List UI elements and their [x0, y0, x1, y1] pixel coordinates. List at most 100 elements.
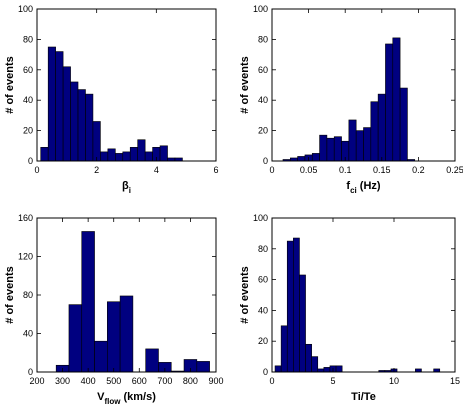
y-tick-label: 80	[258, 34, 268, 44]
bar	[274, 365, 282, 373]
bar	[311, 153, 320, 162]
bar	[286, 240, 294, 373]
bar	[144, 151, 153, 162]
x-tick-label: 800	[183, 376, 198, 386]
x-axis-label-subscript: ci	[350, 186, 357, 195]
bar	[377, 93, 386, 162]
bar	[55, 51, 64, 162]
x-tick-label: 0.25	[446, 165, 463, 175]
x-axis-label-main: Ti/Te	[351, 391, 376, 403]
x-tick-label: 200	[29, 376, 44, 386]
y-tick-label: 40	[23, 95, 33, 105]
x-tick-label: 6	[213, 165, 218, 175]
x-axis-label: βi	[122, 180, 131, 195]
y-tick-label: 80	[23, 34, 33, 44]
x-tick-label: 700	[157, 376, 172, 386]
bar	[297, 156, 306, 162]
y-tick-label: 40	[258, 305, 268, 315]
y-tick-label: 40	[258, 95, 268, 105]
y-axis-label: # of events	[239, 56, 251, 113]
x-tick-label: 300	[55, 376, 70, 386]
axes-frame	[36, 8, 217, 162]
x-tick-label: 10	[389, 376, 399, 386]
bar	[122, 151, 131, 162]
x-axis-label-unit: (Hz)	[357, 180, 381, 192]
y-tick-label: 20	[23, 126, 33, 136]
x-tick-label: 5	[330, 376, 335, 386]
bar	[68, 304, 83, 373]
x-axis-label-unit: (km/s)	[120, 391, 156, 403]
y-tick-label: 60	[258, 65, 268, 75]
y-tick-label: 120	[18, 252, 33, 262]
bar	[70, 81, 79, 162]
y-tick-label: 40	[23, 329, 33, 339]
bar	[62, 66, 71, 162]
x-axis-label: fci (Hz)	[346, 180, 381, 195]
bar	[159, 145, 168, 162]
bar	[370, 101, 379, 162]
x-axis-label: Vflow (km/s)	[97, 391, 156, 406]
bar	[399, 87, 408, 162]
y-tick-label: 0	[28, 156, 33, 166]
y-tick-label: 20	[258, 336, 268, 346]
y-tick-label: 0	[263, 156, 268, 166]
y-tick-label: 80	[258, 244, 268, 254]
bar	[47, 46, 56, 162]
axes-frame	[271, 217, 456, 373]
x-tick-label: 400	[81, 376, 96, 386]
x-tick-label: 600	[132, 376, 147, 386]
bar	[323, 367, 331, 373]
y-tick-label: 160	[18, 213, 33, 223]
x-axis-label-main: f	[346, 180, 350, 192]
bar	[119, 295, 134, 373]
bar	[335, 365, 343, 373]
bar	[280, 325, 288, 373]
y-tick-label: 100	[18, 4, 33, 14]
y-tick-label: 100	[253, 4, 268, 14]
x-tick-label: 0.1	[339, 165, 352, 175]
bar	[392, 37, 401, 162]
bar	[311, 356, 319, 373]
y-axis-label: # of events	[239, 266, 251, 323]
bar	[305, 343, 312, 373]
y-tick-label: 20	[258, 126, 268, 136]
bar	[196, 361, 210, 373]
x-axis-label-subscript: i	[129, 186, 131, 195]
chart-vflow: 200 300 400 500 600 700 800 900 0 40 80 120 160 # of …	[4, 213, 224, 406]
bar	[129, 147, 138, 162]
x-tick-label: 4	[154, 165, 159, 175]
bar	[107, 148, 116, 162]
chart-tite: 0 5 10 15 0 20 40 60 80 100 # of events Ti/Te	[239, 213, 460, 403]
bar	[326, 137, 335, 162]
x-tick-label: 0	[269, 165, 274, 175]
chart-fci: 0 0.05 0.1 0.15 0.2 0.25 0 20 40 60 80 100 # of even…	[239, 4, 463, 195]
bar	[92, 121, 101, 162]
bar	[319, 134, 328, 162]
x-tick-label: 900	[208, 376, 223, 386]
x-tick-label: 2	[94, 165, 99, 175]
bar	[94, 340, 108, 373]
bar	[145, 348, 159, 373]
x-tick-label: 0.15	[373, 165, 391, 175]
x-tick-label: 0	[269, 376, 274, 386]
bar	[299, 274, 306, 373]
x-axis-label-subscript: flow	[104, 397, 121, 406]
y-axis-label: # of events	[4, 56, 16, 113]
bar	[115, 153, 124, 162]
axes-frame	[271, 8, 456, 162]
x-axis-label: Ti/Te	[351, 391, 376, 403]
x-axis-label-main: β	[122, 180, 129, 192]
x-tick-label: 15	[450, 376, 460, 386]
y-tick-label: 80	[23, 290, 33, 300]
bar	[348, 119, 357, 162]
y-tick-label: 0	[28, 367, 33, 377]
y-axis-label: # of events	[4, 266, 16, 323]
bar	[137, 139, 146, 162]
bar	[77, 89, 86, 162]
bar	[293, 237, 300, 373]
bar	[40, 147, 49, 162]
bar	[355, 130, 364, 162]
y-tick-label: 100	[253, 213, 268, 223]
